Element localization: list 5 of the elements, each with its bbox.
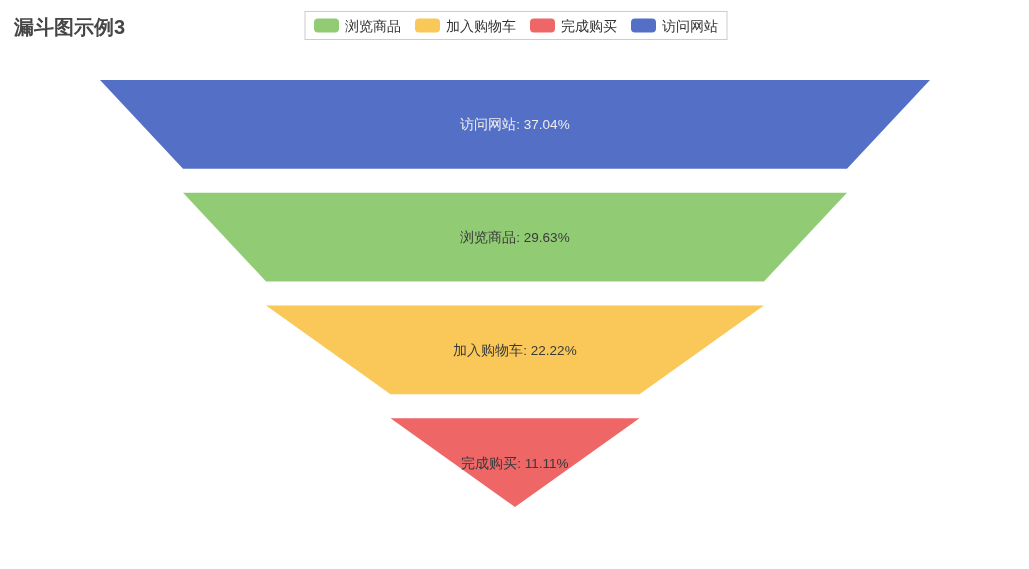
legend-label: 访问网站 xyxy=(662,18,718,34)
legend-label: 完成购买 xyxy=(561,18,617,34)
title: 漏斗图示例3 xyxy=(14,16,126,38)
legend-label: 浏览商品 xyxy=(345,18,401,34)
legend-label: 加入购物车 xyxy=(446,18,516,34)
